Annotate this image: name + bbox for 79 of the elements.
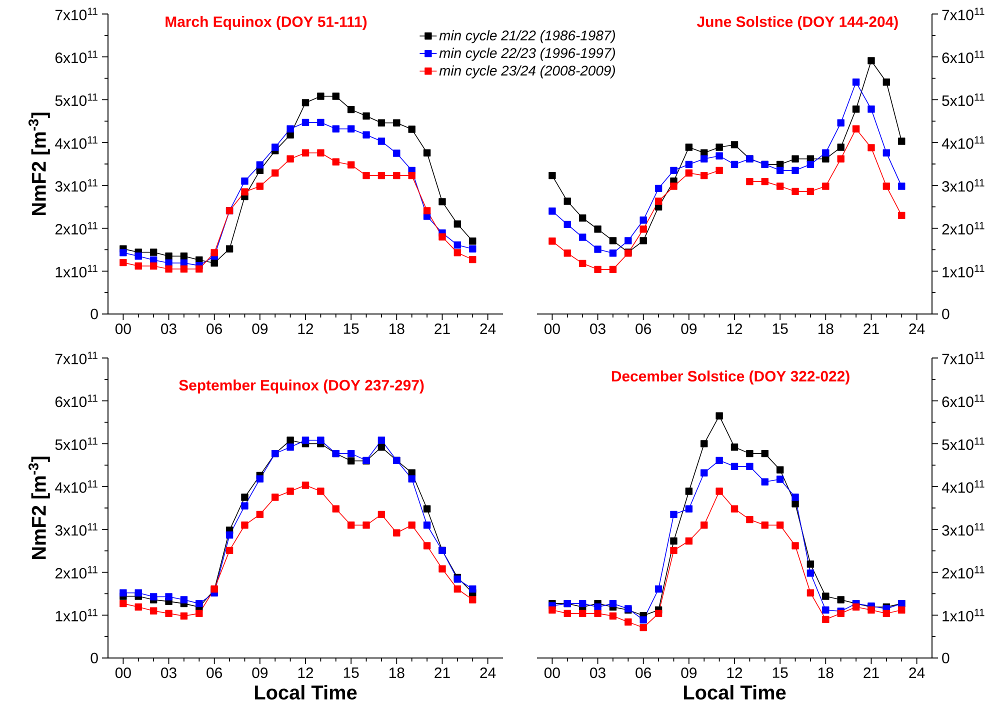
x-tick-label: 15 — [344, 324, 359, 334]
x-tick-label: 24 — [909, 324, 925, 334]
x-tick-label: 15 — [772, 668, 788, 678]
x-tick-label: 06 — [206, 668, 222, 678]
y-tick-label: 3x10$^{11}$ — [942, 179, 984, 192]
x-tick-label: 00 — [115, 668, 131, 678]
y-tick-label: 7x10$^{11}$ — [942, 352, 984, 364]
x-tick-label: 09 — [681, 324, 697, 334]
y-tick-label: 3x10$^{11}$ — [942, 523, 984, 536]
y-tick-label: 5x10$^{11}$ — [942, 93, 984, 106]
x-tick-label: 18 — [818, 668, 834, 678]
y-tick-label: 7x10$^{11}$ — [942, 8, 984, 20]
x-tick-label: 12 — [727, 668, 742, 678]
y-tick-label: 1x10$^{11}$ — [56, 264, 98, 278]
x-tick-label: 09 — [252, 668, 268, 678]
x-tick-label: 21 — [864, 668, 879, 678]
x-tick-label: 03 — [161, 668, 176, 678]
x-tick-label: 24 — [480, 668, 496, 678]
x-tick-label: 18 — [818, 324, 834, 334]
x-tick-label: 21 — [864, 324, 879, 334]
y-tick-label: 6x10$^{11}$ — [55, 50, 98, 64]
y-tick-label: 1x10$^{11}$ — [942, 608, 984, 622]
x-tick-label: 09 — [252, 324, 268, 334]
y-tick-label: 3x10$^{11}$ — [55, 179, 98, 192]
text: September Equinox (DOY 237-297) — [179, 380, 424, 394]
y-tick-label: 5x10$^{11}$ — [55, 93, 98, 106]
y-axis-title: NmF2 [m$^{-3}$] — [28, 456, 50, 560]
legend-label: min cycle 21/22 (1986-1987) — [439, 30, 615, 44]
x-tick-label: 24 — [909, 668, 925, 678]
y-tick-label: 4x10$^{11}$ — [55, 480, 98, 493]
y-tick-label: 0 — [942, 308, 950, 320]
y-tick-label: 2x10$^{11}$ — [942, 222, 984, 235]
y-tick-label: 1x10$^{11}$ — [56, 608, 98, 622]
y-tick-label: 3x10$^{11}$ — [55, 523, 98, 536]
y-tick-label: 7x10$^{11}$ — [55, 8, 98, 20]
x-tick-label: 06 — [636, 324, 652, 334]
chart-title: March Equinox (DOY 51-111) — [166, 16, 367, 30]
y-tick-label: 2x10$^{11}$ — [942, 566, 984, 579]
x-tick-label: 12 — [727, 324, 742, 334]
x-tick-label: 03 — [161, 324, 176, 334]
x-tick-label: 03 — [590, 324, 606, 334]
y-tick-label: 5x10$^{11}$ — [942, 437, 984, 450]
x-tick-label: 00 — [115, 324, 131, 334]
x-tick-label: 06 — [206, 324, 222, 334]
x-tick-label: 06 — [636, 668, 652, 678]
x-tick-label: 15 — [772, 324, 788, 334]
y-tick-label: 1x10$^{11}$ — [942, 264, 984, 278]
legend-label: min cycle 23/24 (2008-2009) — [439, 65, 615, 78]
x-axis-title: Local Time — [254, 684, 357, 700]
x-tick-label: 12 — [298, 668, 314, 678]
x-tick-label: 00 — [544, 668, 560, 678]
y-tick-label: 2x10$^{11}$ — [55, 222, 98, 235]
y-tick-label: 6x10$^{11}$ — [942, 394, 984, 408]
y-axis-title: NmF2 [m$^{-3}$] — [28, 112, 50, 216]
text: December Solstice (DOY 322-022) — [612, 370, 850, 384]
legend-label: min cycle 22/23 (1996-1997) — [439, 48, 615, 61]
y-tick-label: 6x10$^{11}$ — [55, 394, 98, 408]
y-tick-label: 4x10$^{11}$ — [942, 136, 984, 149]
x-tick-label: 03 — [590, 668, 606, 678]
x-tick-label: 21 — [434, 668, 450, 678]
y-tick-label: 5x10$^{11}$ — [55, 437, 98, 450]
y-tick-label: 7x10$^{11}$ — [55, 352, 98, 364]
chart-title: June Solstice (DOY 144-204) — [697, 16, 898, 30]
x-tick-label: 12 — [298, 324, 314, 334]
x-axis-title: Local Time — [684, 684, 786, 700]
x-tick-label: 00 — [544, 324, 560, 334]
x-tick-label: 24 — [480, 324, 496, 334]
x-tick-label: 09 — [681, 668, 697, 678]
x-tick-label: 15 — [344, 668, 359, 678]
y-tick-label: 0 — [90, 308, 98, 320]
y-tick-label: 2x10$^{11}$ — [55, 566, 98, 579]
x-tick-label: 21 — [434, 324, 450, 334]
y-tick-label: 4x10$^{11}$ — [55, 136, 98, 149]
y-tick-label: 6x10$^{11}$ — [942, 50, 984, 64]
y-tick-label: 0 — [90, 652, 98, 664]
x-tick-label: 18 — [389, 324, 404, 334]
x-tick-label: 18 — [389, 668, 404, 678]
y-tick-label: 0 — [942, 652, 950, 664]
y-tick-label: 4x10$^{11}$ — [942, 480, 984, 493]
